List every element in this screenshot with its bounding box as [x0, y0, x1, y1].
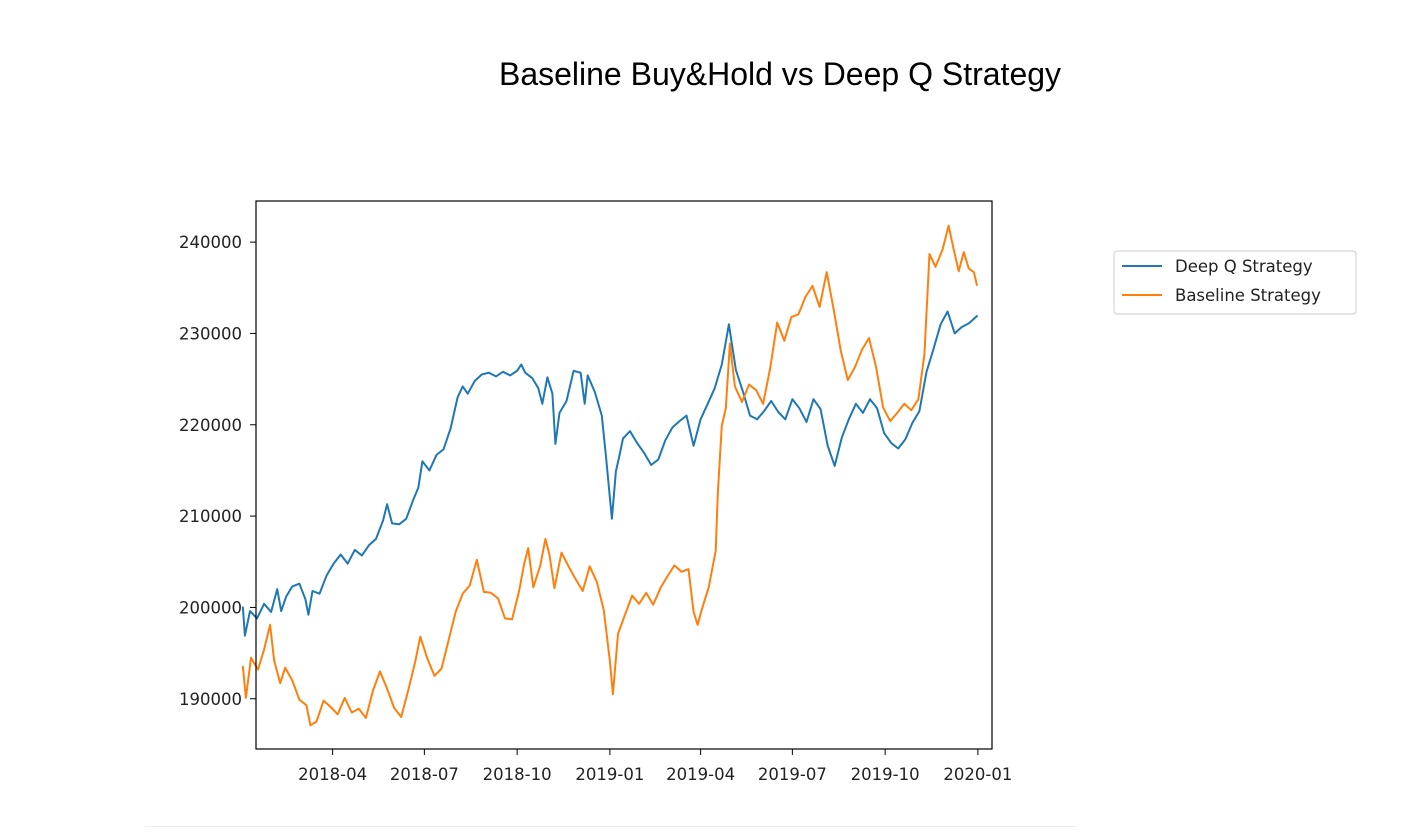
x-axis: 2018-04 2018-07 2018-10 2019-01 2019-04 2019-… [298, 749, 1012, 784]
legend-box [1113, 250, 1357, 315]
x-tick-label: 2019-01 [575, 765, 644, 784]
y-tick-label: 230000 [179, 324, 242, 343]
x-tick-label: 2018-10 [483, 765, 552, 784]
legend-label-deep-q: Deep Q Strategy [1175, 257, 1313, 276]
axes-frame [255, 200, 993, 750]
y-tick-label: 190000 [179, 690, 242, 709]
plot-area [241, 224, 978, 727]
y-tick-label: 200000 [179, 598, 242, 617]
bottom-divider [145, 826, 1077, 827]
x-tick-label: 2020-01 [943, 765, 1012, 784]
x-tick-label: 2018-04 [298, 765, 367, 784]
x-tick-label: 2019-10 [851, 765, 920, 784]
x-tick-label: 2019-04 [666, 765, 735, 784]
x-tick-label: 2018-07 [390, 765, 459, 784]
series-line-deep-q-strategy [241, 310, 978, 637]
legend: Deep Q Strategy Baseline Strategy [1113, 250, 1357, 315]
y-tick-label: 220000 [179, 416, 242, 435]
page-title: Baseline Buy&Hold vs Deep Q Strategy [498, 56, 1062, 92]
legend-label-baseline: Baseline Strategy [1175, 286, 1321, 305]
y-tick-label: 210000 [179, 507, 242, 526]
x-tick-label: 2019-07 [758, 765, 827, 784]
series-line-baseline-strategy [241, 224, 978, 727]
y-tick-label: 240000 [179, 233, 242, 252]
y-axis: 190000 200000 210000 220000 230000 240000 [179, 233, 256, 709]
